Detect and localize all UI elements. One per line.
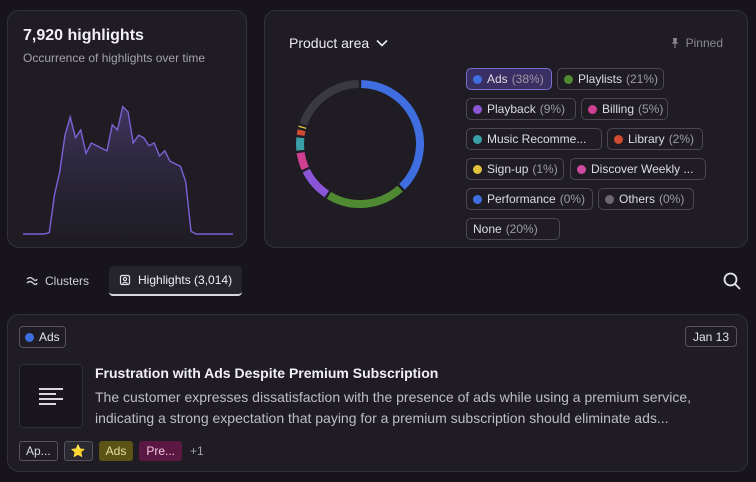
search-button[interactable] bbox=[722, 271, 742, 296]
legend-dot bbox=[614, 134, 623, 144]
highlight-item-card[interactable]: Ads Jan 13 Frustration with Ads Despite … bbox=[7, 314, 748, 472]
document-thumbnail[interactable] bbox=[19, 364, 83, 428]
highlight-title[interactable]: Frustration with Ads Despite Premium Sub… bbox=[95, 365, 439, 381]
donut-slice-ads[interactable] bbox=[361, 80, 424, 190]
tag-star[interactable]: ⭐ bbox=[63, 441, 93, 461]
clusters-icon bbox=[26, 276, 38, 286]
legend-dot bbox=[605, 194, 614, 204]
search-icon bbox=[723, 272, 741, 290]
highlights-area-chart bbox=[23, 105, 233, 235]
series-line bbox=[23, 105, 233, 235]
tag-dot bbox=[25, 332, 34, 342]
tag-app[interactable]: Ap... bbox=[19, 441, 58, 461]
legend-chip-library[interactable]: Library (2%) bbox=[607, 128, 703, 150]
tab-clusters-label: Clusters bbox=[45, 274, 90, 288]
product-area-donut-chart bbox=[296, 80, 424, 208]
donut-slice-billing[interactable] bbox=[296, 152, 309, 171]
product-area-label: Product area bbox=[289, 35, 370, 51]
legend-chip-none[interactable]: None (20%) bbox=[466, 218, 560, 240]
legend-dot bbox=[564, 74, 573, 84]
legend-chip-playback[interactable]: Playback (9%) bbox=[466, 98, 576, 120]
view-tabs: Clusters Highlights (3,014) bbox=[16, 266, 243, 298]
product-area-tag[interactable]: Ads bbox=[19, 326, 66, 348]
tag-ads[interactable]: Ads bbox=[98, 441, 134, 461]
donut-slice-none[interactable] bbox=[299, 80, 360, 126]
product-area-card: Product area Pinned Ads (38%) Playlists (2… bbox=[264, 10, 748, 248]
text-lines-icon bbox=[39, 388, 63, 405]
chevron-down-icon bbox=[376, 39, 388, 47]
highlights-summary-card: 7,920 highlights Occurrence of highlight… bbox=[7, 10, 247, 248]
pinned-button[interactable]: Pinned bbox=[669, 36, 723, 50]
tab-highlights-label: Highlights (3,014) bbox=[138, 273, 233, 287]
legend-dot bbox=[473, 164, 482, 174]
highlights-subtitle: Occurrence of highlights over time bbox=[23, 51, 206, 65]
legend-chip-discover-weekly[interactable]: Discover Weekly ... bbox=[570, 158, 706, 180]
legend-chip-sign-up[interactable]: Sign-up (1%) bbox=[466, 158, 564, 180]
footer-tags: Ap... ⭐ Ads Pre... +1 bbox=[19, 441, 204, 461]
area-fill bbox=[23, 106, 233, 234]
donut-slice-library[interactable] bbox=[296, 129, 306, 136]
legend-chip-others[interactable]: Others (0%) bbox=[598, 188, 694, 210]
legend-dot bbox=[588, 104, 597, 114]
legend-chip-playlists[interactable]: Playlists (21%) bbox=[557, 68, 664, 90]
legend-chip-billing[interactable]: Billing (5%) bbox=[581, 98, 668, 120]
pin-icon bbox=[671, 38, 679, 48]
highlights-count: 7,920 highlights bbox=[23, 27, 144, 44]
date-badge: Jan 13 bbox=[684, 326, 737, 347]
product-area-dropdown[interactable]: Product area bbox=[289, 35, 389, 51]
legend-chip-ads[interactable]: Ads (38%) bbox=[466, 68, 552, 90]
legend-chip-music-recommendations[interactable]: Music Recomme... bbox=[466, 128, 602, 150]
pinned-label: Pinned bbox=[685, 36, 723, 50]
tag-label: Ads bbox=[39, 330, 60, 344]
highlight-description: The customer expresses dissatisfaction w… bbox=[95, 389, 692, 426]
legend-chip-performance[interactable]: Performance (0%) bbox=[466, 188, 593, 210]
highlights-icon bbox=[119, 274, 131, 286]
tab-clusters[interactable]: Clusters bbox=[16, 266, 99, 296]
more-tags-count[interactable]: +1 bbox=[190, 444, 204, 458]
tag-premium[interactable]: Pre... bbox=[139, 441, 183, 461]
donut-slice-playback[interactable] bbox=[302, 168, 330, 198]
legend-dot bbox=[473, 134, 482, 144]
donut-slice-playlists[interactable] bbox=[326, 185, 403, 208]
tab-highlights[interactable]: Highlights (3,014) bbox=[109, 266, 243, 296]
legend-dot bbox=[577, 164, 586, 174]
legend-dot bbox=[473, 74, 482, 84]
legend-dot bbox=[473, 194, 482, 204]
legend-dot bbox=[473, 104, 482, 114]
